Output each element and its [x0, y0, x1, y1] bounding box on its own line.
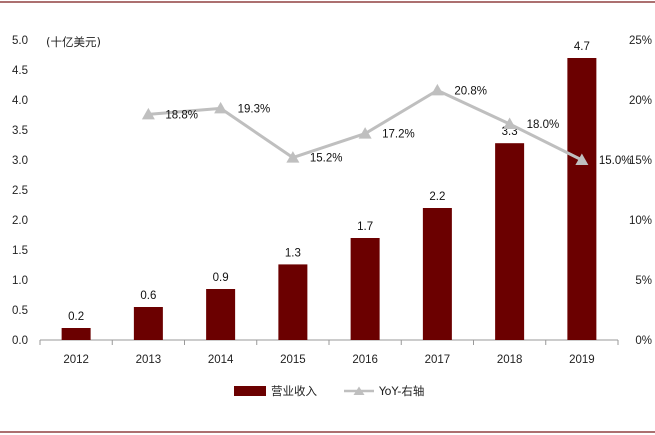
legend-swatch-revenue: [234, 386, 266, 396]
revenue-bar: [422, 208, 452, 340]
revenue-bar-label: 1.3: [285, 247, 301, 259]
yoy-point-marker: [575, 153, 589, 165]
yoy-point-marker: [358, 127, 372, 139]
x-axis-tick-label: 2016: [352, 354, 378, 366]
y-axis-unit-label: (十亿美元): [46, 35, 101, 49]
revenue-bars: [61, 58, 597, 340]
left-axis-tick-label: 0.5: [12, 305, 28, 317]
yoy-point-label: 18.0%: [527, 119, 560, 131]
revenue-bar-label: 2.2: [429, 191, 445, 203]
left-axis-tick-label: 0.0: [12, 335, 28, 347]
legend: 营业收入 YoY-右轴: [234, 384, 424, 398]
right-axis-tick-label: 5%: [635, 275, 652, 287]
revenue-bar-labels: 0.2 0.6 0.9 1.3 1.7 2.2 3.3 4.7: [68, 41, 590, 323]
revenue-bar: [278, 264, 308, 340]
revenue-bar: [61, 328, 91, 340]
x-axis-tick-label: 2013: [136, 354, 162, 366]
right-axis-tick-label: 10%: [629, 215, 652, 227]
yoy-point-marker: [286, 151, 300, 163]
x-axis-tick-label: 2012: [63, 354, 89, 366]
yoy-point-label: 17.2%: [382, 129, 415, 141]
right-axis-tick-label: 20%: [629, 95, 652, 107]
yoy-point-label: 18.8%: [165, 109, 198, 121]
x-axis-tick-label: 2015: [280, 354, 306, 366]
right-axis-tick-label: 25%: [629, 35, 652, 47]
revenue-bar-label: 3.3: [502, 126, 518, 138]
revenue-bar-label: 0.6: [140, 290, 156, 302]
yoy-point-marker: [430, 83, 444, 96]
x-axis-tick-label: 2019: [569, 354, 595, 366]
left-axis-tick-label: 2.0: [12, 215, 28, 227]
x-axis-tick-label: 2017: [425, 354, 451, 366]
revenue-bar-label: 1.7: [357, 221, 373, 233]
left-axis-tick-label: 1.0: [12, 275, 28, 287]
yoy-point-label: 15.0%: [599, 155, 632, 167]
left-y-axis: 0.0 0.5 1.0 1.5 2.0 2.5 3.0 3.5 4.0 4.5 5.0: [12, 35, 28, 347]
revenue-bar-label: 4.7: [574, 41, 590, 53]
revenue-bar-label: 0.9: [213, 272, 229, 284]
left-axis-tick-label: 3.0: [12, 155, 28, 167]
left-axis-tick-label: 2.5: [12, 185, 28, 197]
revenue-bar: [206, 289, 236, 340]
right-axis-tick-label: 15%: [629, 155, 652, 167]
yoy-point-marker: [214, 101, 228, 114]
yoy-point-label: 15.2%: [310, 153, 343, 165]
x-axis-tick-label: 2018: [497, 354, 523, 366]
left-axis-tick-label: 5.0: [12, 35, 28, 47]
legend-label-revenue: 营业收入: [271, 384, 317, 398]
revenue-bar: [495, 143, 525, 340]
right-y-axis: 0% 5% 10% 15% 20% 25%: [629, 35, 652, 347]
x-axis-tick-label: 2014: [208, 354, 234, 366]
left-axis-tick-label: 1.5: [12, 245, 28, 257]
left-axis-tick-label: 3.5: [12, 125, 28, 137]
yoy-line-series: [141, 83, 589, 165]
left-axis-tick-label: 4.5: [12, 65, 28, 77]
revenue-bar-label: 0.2: [68, 311, 84, 323]
yoy-point-marker: [503, 117, 517, 129]
yoy-line-labels: 18.8% 19.3% 15.2% 17.2% 20.8% 18.0% 15.0%: [165, 85, 631, 167]
yoy-point-marker: [141, 107, 155, 120]
legend-marker-yoy: [353, 386, 365, 395]
revenue-bar: [350, 238, 380, 340]
revenue-bar: [133, 307, 163, 340]
legend-label-yoy: YoY-右轴: [378, 384, 424, 398]
revenue-bar: [567, 58, 597, 340]
yoy-point-label: 20.8%: [454, 85, 487, 97]
x-axis: 2012 2013 2014 2015 2016 2017 2018 2019: [39, 339, 619, 366]
yoy-point-label: 19.3%: [238, 103, 271, 115]
right-axis-tick-label: 0%: [635, 335, 652, 347]
left-axis-tick-label: 4.0: [12, 95, 28, 107]
